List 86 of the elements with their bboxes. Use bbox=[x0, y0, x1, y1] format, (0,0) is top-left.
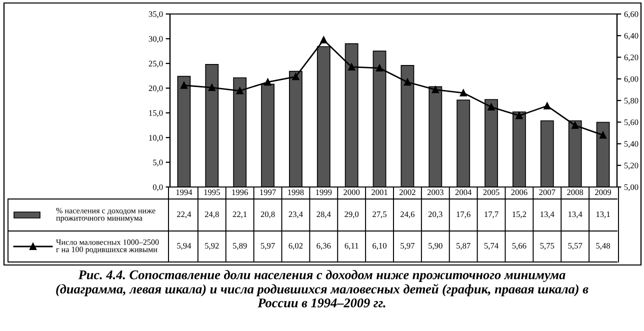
data-label: 23,4 bbox=[288, 211, 303, 218]
legend-label: Число маловесных 1000–2500 г на 100 родившихся живыми bbox=[56, 239, 159, 254]
x-tick-label: 1999 bbox=[316, 189, 332, 196]
y-tick-label: 0,0 bbox=[152, 184, 163, 192]
data-label: 20,3 bbox=[428, 211, 442, 218]
x-tick-label: 1996 bbox=[232, 189, 248, 196]
data-label: 5,48 bbox=[596, 242, 610, 250]
data-label: 5,97 bbox=[400, 242, 415, 250]
data-label: 6,02 bbox=[288, 242, 303, 250]
point bbox=[264, 78, 272, 86]
data-label: 6,10 bbox=[372, 242, 387, 250]
data-label: 6,11 bbox=[344, 242, 358, 250]
x-tick-label: 2008 bbox=[567, 189, 584, 196]
data-label: 5,94 bbox=[177, 242, 192, 250]
y-tick-label: 25,0 bbox=[148, 60, 163, 68]
point bbox=[488, 104, 495, 110]
y-tick-label: 10,0 bbox=[149, 134, 163, 142]
point bbox=[180, 82, 188, 89]
x-tick-label: 2003 bbox=[427, 189, 444, 196]
x-tick-label: 1997 bbox=[260, 189, 276, 196]
y-tick-label: 20,0 bbox=[148, 85, 163, 92]
data-label: 13,4 bbox=[568, 211, 582, 218]
x-tick-label: 2002 bbox=[400, 189, 416, 196]
data-label: 22,1 bbox=[232, 211, 247, 218]
point bbox=[600, 132, 607, 139]
y-tick-label: 5,0 bbox=[153, 160, 163, 166]
data-label: 24,6 bbox=[400, 211, 415, 218]
y-tick-label: 35,0 bbox=[148, 11, 163, 18]
y2-tick-label: 6,60 bbox=[624, 11, 638, 18]
text: Рис. 4.4. Сопоставление доли населения с доходом ниже прожиточного минимума (диаграмма, левая шкала) и числа родившихся маловесных детей (график, правая шкала) в России в 1994–2009 гг. bbox=[56, 270, 588, 308]
point bbox=[432, 86, 439, 94]
data-label: 13,1 bbox=[596, 211, 610, 218]
point bbox=[460, 89, 467, 96]
point bbox=[348, 64, 356, 70]
x-tick-label: 1995 bbox=[204, 189, 220, 196]
point bbox=[376, 64, 384, 72]
point bbox=[572, 122, 579, 129]
y2-tick-label: 6,00 bbox=[624, 76, 638, 84]
point bbox=[208, 84, 216, 91]
y2-tick-label: 5,00 bbox=[624, 184, 638, 192]
bar bbox=[456, 100, 470, 187]
x-tick-label: 2000 bbox=[344, 189, 360, 196]
data-label: 5,90 bbox=[428, 242, 442, 250]
data-label: 24,8 bbox=[204, 211, 219, 218]
y2-tick-label: 6,20 bbox=[624, 54, 638, 62]
y2-tick-label: 5,20 bbox=[624, 162, 638, 170]
x-tick-label: 2004 bbox=[455, 189, 472, 196]
data-label: 28,4 bbox=[316, 211, 331, 218]
x-tick-label: 2005 bbox=[483, 189, 500, 196]
point bbox=[544, 102, 551, 110]
data-label: 17,6 bbox=[456, 211, 470, 218]
data-label: 5,74 bbox=[484, 243, 498, 250]
data-label: 13,4 bbox=[540, 211, 554, 218]
data-label: 29,0 bbox=[344, 211, 359, 218]
data-label: 5,97 bbox=[260, 242, 275, 250]
bar bbox=[540, 120, 554, 187]
x-tick-label: 1998 bbox=[288, 189, 304, 196]
data-label: 5,75 bbox=[540, 243, 554, 250]
x-tick-label: 2006 bbox=[511, 189, 528, 196]
point bbox=[404, 78, 411, 86]
data-label: 5,92 bbox=[205, 242, 219, 250]
data-label: 17,7 bbox=[484, 212, 498, 218]
data-label: 5,87 bbox=[456, 242, 470, 250]
legend-label: % населения с доходом ниже прожиточного минимума bbox=[56, 208, 156, 222]
point bbox=[236, 87, 244, 94]
data-label: 5,66 bbox=[512, 242, 526, 250]
data-label: 6,36 bbox=[316, 242, 331, 250]
y-tick-label: 15,0 bbox=[149, 110, 163, 118]
y2-tick-label: 5,80 bbox=[624, 98, 638, 105]
data-label: 22,4 bbox=[177, 211, 192, 218]
data-label: 5,57 bbox=[568, 243, 582, 250]
point bbox=[320, 36, 328, 44]
data-label: 15,2 bbox=[512, 211, 526, 218]
data-label: 20,8 bbox=[260, 211, 275, 218]
data-label: 27,5 bbox=[372, 211, 386, 218]
data-label: 5,89 bbox=[233, 242, 247, 250]
y2-tick-label: 5,60 bbox=[624, 119, 638, 126]
point bbox=[292, 73, 300, 80]
x-tick-label: 2001 bbox=[372, 189, 388, 196]
y2-tick-label: 6,40 bbox=[624, 32, 638, 40]
y2-tick-label: 5,40 bbox=[624, 141, 638, 148]
y-tick-label: 30,0 bbox=[148, 36, 163, 43]
point bbox=[516, 112, 523, 120]
x-tick-label: 1994 bbox=[176, 189, 192, 196]
x-tick-label: 2009 bbox=[595, 189, 612, 196]
x-tick-label: 2007 bbox=[539, 189, 556, 196]
